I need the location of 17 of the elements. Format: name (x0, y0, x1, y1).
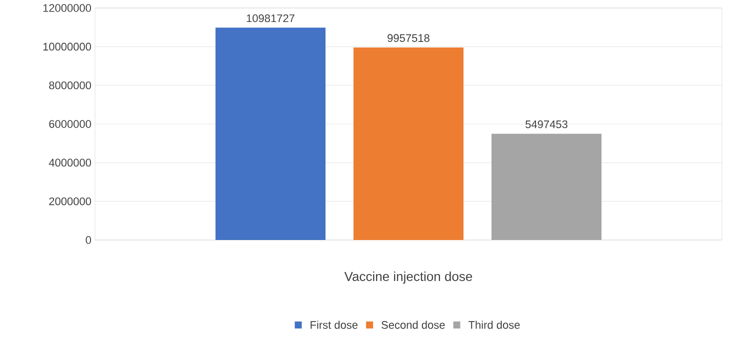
y-tick-label: 2000000 (49, 197, 92, 206)
y-tick-label: 8000000 (49, 81, 92, 90)
y-tick-label: 0 (86, 236, 92, 244)
y-tick-label: 6000000 (49, 120, 92, 128)
legend-label: Second dose (382, 320, 445, 329)
x-tick-label: Vaccine injection dose (344, 272, 472, 284)
y-tick-label: 10000000 (43, 42, 92, 51)
bar (216, 28, 326, 240)
data-label: 10981727 (246, 14, 294, 22)
legend-label: Third dose (468, 320, 520, 329)
data-label: 5497453 (526, 120, 568, 128)
data-label: 9957518 (388, 34, 430, 42)
bar (492, 134, 602, 240)
legend-label: First dose (310, 320, 358, 329)
y-tick-label: 4000000 (48, 158, 92, 167)
y-tick-label: 12000000 (43, 4, 92, 12)
bar (354, 47, 464, 240)
